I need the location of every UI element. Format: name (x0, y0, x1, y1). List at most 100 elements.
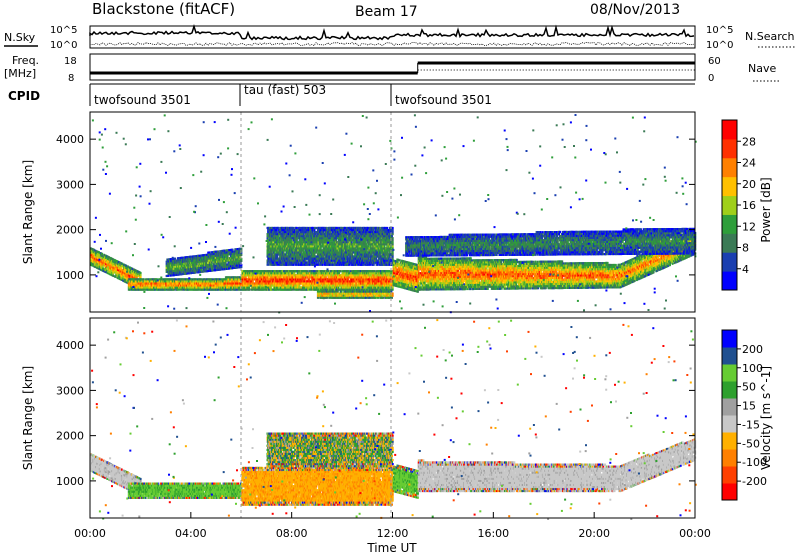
data-cell (240, 265, 243, 269)
data-cell (257, 272, 259, 275)
data-cell (110, 267, 113, 270)
data-cell (154, 280, 157, 283)
data-cell (195, 284, 198, 287)
data-cell (347, 278, 349, 281)
data-cell (217, 250, 220, 253)
data-cell (337, 286, 340, 289)
data-cell (134, 282, 136, 285)
data-cell (199, 280, 202, 283)
data-cell (280, 276, 283, 279)
data-cell (198, 256, 201, 259)
data-cell (204, 288, 206, 291)
data-cell (91, 264, 94, 267)
data-cell (118, 273, 121, 276)
data-cell (212, 278, 215, 281)
data-cell (231, 284, 233, 287)
data-cell (245, 276, 247, 279)
data-cell (391, 294, 394, 297)
data-cell (211, 251, 214, 254)
nsearch-tick-low: 10^0 (706, 40, 733, 51)
data-cell (380, 294, 383, 297)
data-cell (146, 284, 148, 287)
data-cell (211, 286, 214, 289)
data-cell (176, 261, 179, 264)
data-cell (182, 256, 185, 259)
data-cell (224, 284, 227, 287)
data-cell (197, 256, 199, 260)
data-cell (207, 257, 210, 260)
data-cell (204, 256, 207, 259)
data-cell (129, 274, 131, 277)
data-cell (366, 288, 369, 291)
data-cell (219, 250, 221, 253)
data-cell (97, 261, 100, 264)
data-cell (156, 278, 158, 281)
data-cell (120, 276, 123, 279)
data-cell (179, 288, 182, 291)
cpid-row: CPID twofsound 3501 tau (fast) 503 twofs… (8, 83, 695, 107)
data-cell (115, 274, 117, 277)
data-cell (115, 267, 117, 271)
data-cell (267, 263, 270, 266)
data-cell (193, 265, 196, 268)
data-cell (377, 296, 380, 299)
data-cell (204, 278, 206, 281)
data-cell (166, 274, 169, 277)
data-cell (206, 257, 209, 260)
data-cell (238, 286, 240, 289)
data-cell (170, 262, 172, 265)
data-cell (214, 256, 217, 259)
data-cell (219, 256, 222, 259)
data-cell (308, 278, 310, 281)
data-cell (177, 280, 180, 283)
data-cell (129, 288, 132, 291)
cpid-label: CPID (8, 89, 40, 103)
nsearch-tick-high: 10^5 (706, 25, 733, 36)
data-cell (221, 278, 223, 281)
data-cell (171, 266, 174, 269)
data-cell (172, 282, 175, 285)
data-cell (197, 288, 200, 291)
data-cell (206, 255, 209, 258)
data-cell (142, 278, 145, 281)
data-cell (191, 286, 194, 289)
data-cell (163, 282, 165, 285)
data-cell (182, 258, 184, 261)
data-cell (190, 255, 192, 258)
data-cell (95, 252, 98, 255)
data-cell (158, 278, 161, 281)
data-cell (181, 280, 184, 283)
data-cell (94, 265, 97, 268)
data-cell (160, 282, 163, 285)
data-cell (194, 265, 197, 268)
data-cell (225, 278, 228, 281)
data-cell (158, 286, 161, 289)
data-cell (209, 282, 212, 285)
data-cell (391, 288, 394, 291)
data-cell (264, 278, 267, 281)
data-cell (208, 251, 211, 254)
data-cell (304, 278, 307, 281)
data-cell (128, 278, 131, 281)
data-cell (120, 278, 123, 281)
data-cell (156, 286, 159, 289)
data-cell (144, 278, 147, 281)
data-cell (375, 290, 378, 293)
data-cell (222, 257, 225, 261)
data-cell (170, 274, 172, 277)
data-cell (204, 258, 207, 261)
data-cell (378, 280, 380, 283)
data-cell (122, 273, 125, 276)
data-cell (221, 282, 223, 285)
data-cell (267, 276, 270, 279)
data-cell (188, 272, 191, 275)
data-cell (117, 268, 119, 271)
data-cell (162, 284, 165, 287)
data-cell (101, 257, 104, 260)
data-cell (221, 280, 224, 283)
data-cell (237, 288, 240, 291)
data-cell (173, 267, 175, 271)
data-cell (368, 286, 371, 289)
data-cell (173, 261, 175, 264)
